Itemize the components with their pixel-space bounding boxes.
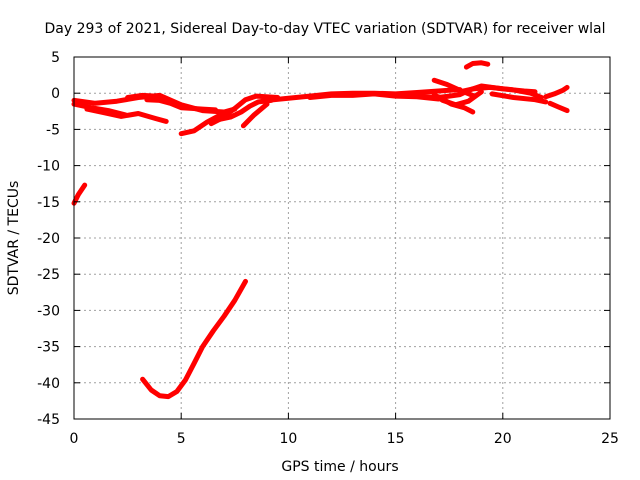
x-tick-label: 0 xyxy=(70,431,79,447)
series-arc-21 xyxy=(71,182,88,206)
x-tick-label: 10 xyxy=(279,431,297,447)
y-tick-label: -15 xyxy=(37,195,60,211)
series-arc-7 xyxy=(217,97,274,122)
y-tick-label: -45 xyxy=(37,412,60,428)
y-tick-label: 0 xyxy=(51,86,60,102)
y-axis-label: SDTVAR / TECUs xyxy=(6,181,22,296)
y-tick-label: -10 xyxy=(37,159,60,175)
series-arc-4 xyxy=(125,92,167,102)
y-tick-label: -35 xyxy=(37,340,60,356)
y-tick-label: -25 xyxy=(37,267,60,283)
series-arc-8 xyxy=(208,93,281,127)
series-arc-9 xyxy=(240,101,270,129)
series-arc-20 xyxy=(547,100,570,114)
x-tick-label: 25 xyxy=(601,431,619,447)
axis-ticks: 0 5 10 15 20 25 5 0 -5 -10 -15 -20 -25 -30 -35 -40 -45 xyxy=(37,50,619,447)
x-tick-label: 15 xyxy=(387,431,405,447)
series-arc-14 xyxy=(436,94,476,115)
y-tick-label: -20 xyxy=(37,231,60,247)
series-arc-18 xyxy=(463,60,491,70)
series-arc-3 xyxy=(84,106,169,124)
series-arc-22 xyxy=(140,278,248,400)
x-tick-label: 20 xyxy=(494,431,512,447)
x-tick-label: 5 xyxy=(177,431,186,447)
series-layer xyxy=(71,60,570,400)
series-arc-19 xyxy=(543,84,570,100)
x-axis-label: GPS time / hours xyxy=(281,459,398,475)
series-arc-16 xyxy=(457,84,544,100)
series-arc-2 xyxy=(71,101,128,118)
series-arc-6 xyxy=(178,110,229,137)
chart-title: Day 293 of 2021, Sidereal Day-to-day VTE… xyxy=(44,21,605,37)
y-tick-label: -40 xyxy=(37,376,60,392)
grid xyxy=(74,57,610,419)
y-tick-label: -5 xyxy=(46,122,60,138)
y-tick-label: -30 xyxy=(37,303,60,319)
series-arc-17 xyxy=(489,91,549,105)
y-tick-label: 5 xyxy=(51,50,60,66)
series-arc-5 xyxy=(144,97,218,113)
